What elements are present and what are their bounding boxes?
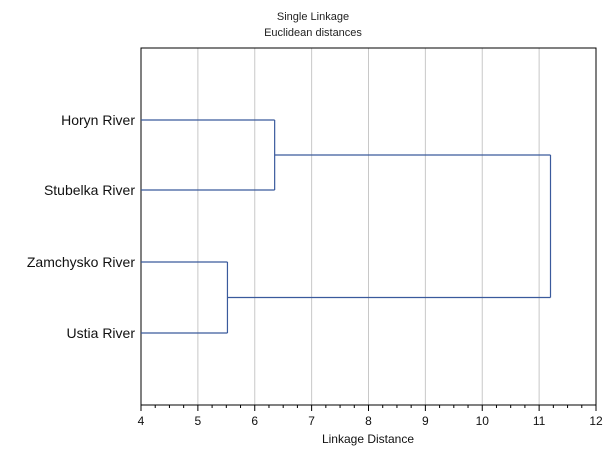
leaf-label: Zamchysko River <box>27 254 135 270</box>
x-tick-label: 8 <box>365 414 372 428</box>
x-tick-label: 4 <box>138 414 145 428</box>
leaf-label: Stubelka River <box>44 182 135 198</box>
leaf-label: Ustia River <box>67 325 136 341</box>
x-axis: 4 5 6 7 8 9 10 11 12 <box>138 405 603 428</box>
x-tick-label: 5 <box>195 414 202 428</box>
chart-title: Single Linkage <box>277 11 349 23</box>
chart-subtitle: Euclidean distances <box>264 27 362 39</box>
leaf-labels: Horyn River Stubelka River Zamchysko River… <box>27 112 135 341</box>
x-tick-label: 12 <box>589 414 603 428</box>
x-axis-label: Linkage Distance <box>322 432 414 446</box>
dendrogram-links <box>141 119 552 334</box>
leaf-label: Horyn River <box>61 112 135 128</box>
x-tick-label: 11 <box>533 414 546 428</box>
x-tick-label: 9 <box>422 414 429 428</box>
grid-lines <box>197 48 540 405</box>
x-tick-label: 7 <box>308 414 315 428</box>
x-tick-label: 10 <box>476 414 490 428</box>
x-tick-label: 6 <box>251 414 258 428</box>
